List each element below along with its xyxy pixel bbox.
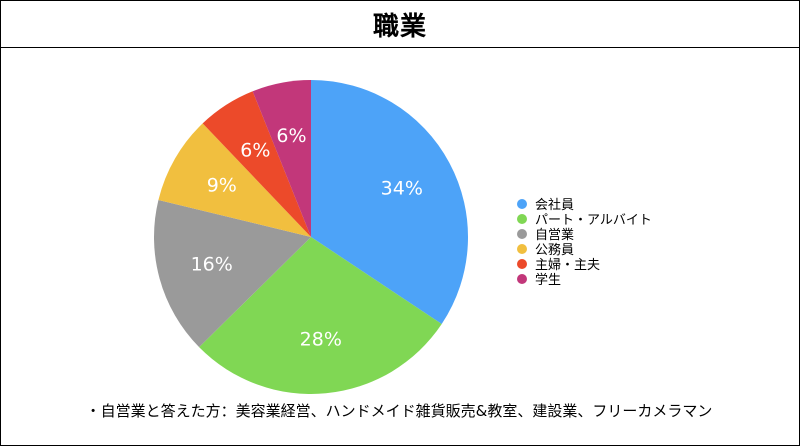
legend-item: 主婦・主夫 [517,256,652,273]
legend-swatch [517,198,527,209]
pie-slice-4 [158,123,311,237]
pie-slice-3 [154,199,311,348]
pie-slice-5 [202,91,311,237]
legend-label: 主婦・主夫 [535,258,601,273]
slice-label-4: 9% [207,175,237,197]
pie-slice-6 [252,80,311,237]
pie-chart: 34%28%16%9%6%6% [154,80,468,394]
legend-swatch [517,213,527,224]
legend-label: 自営業 [535,228,575,243]
legend-label: 会社員 [535,198,575,213]
legend-label: 公務員 [535,243,575,258]
legend-swatch [517,258,527,269]
legend: 会社員 パート・アルバイト 自営業 公務員 主婦・主夫 学生 [517,196,652,288]
legend-item: 自営業 [517,226,652,243]
legend-label: 学生 [535,273,562,288]
slice-label-1: 34% [381,177,423,199]
chart-title: 職業 [372,11,427,42]
slice-label-3: 16% [191,253,233,275]
legend-swatch [517,228,527,239]
pie-slice-2 [199,237,442,394]
legend-swatch [517,243,527,254]
slice-label-5: 6% [240,139,270,161]
legend-item: 会社員 [517,196,652,213]
footnote: ・自営業と答えた方：美容業経営、ハンドメイド雑貨販売&教室、建設業、フリーカメラ… [85,402,713,420]
slice-label-6: 6% [276,125,306,147]
legend-item: 学生 [517,271,652,288]
legend-label: パート・アルバイト [535,213,652,228]
pie-slice-1 [311,80,468,324]
legend-swatch [517,273,527,284]
legend-item: パート・アルバイト [517,211,652,228]
slice-label-2: 28% [300,329,342,351]
legend-item: 公務員 [517,241,652,258]
title-bar: 職業 [1,1,799,48]
